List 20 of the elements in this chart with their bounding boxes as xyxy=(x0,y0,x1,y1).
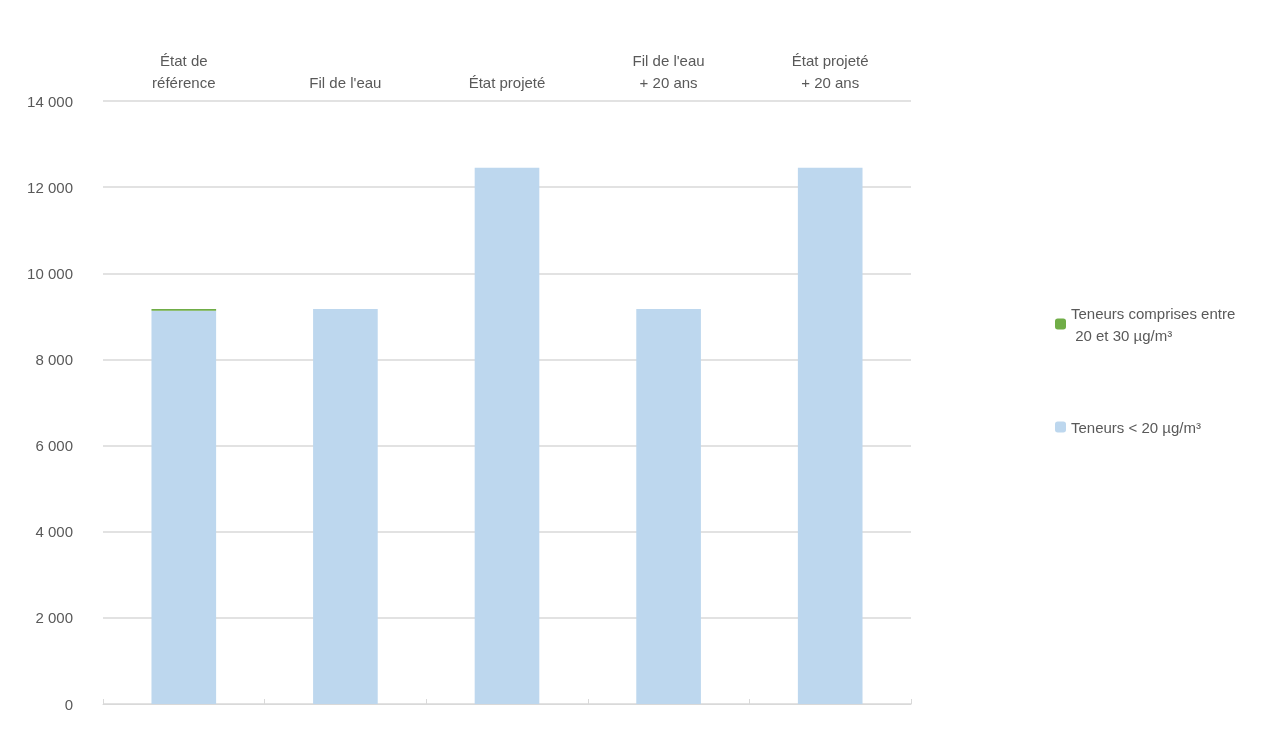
y-tick-label: 0 xyxy=(64,695,73,713)
x-tick-label: Fil de l'eau xyxy=(309,73,382,91)
x-tick-label: État projeté xyxy=(468,73,546,91)
bar xyxy=(636,309,701,704)
x-tick-label: Fil de l'eau + 20 ans xyxy=(632,51,705,91)
bar xyxy=(474,167,540,704)
legend-label: Teneurs < 20 µg/m³ xyxy=(1071,418,1201,436)
x-tick-label: État de référence xyxy=(152,51,216,91)
x-tick-label: État projeté + 20 ans xyxy=(791,51,869,91)
y-tick-label: 2 000 xyxy=(35,609,73,627)
y-tick-label: 10 000 xyxy=(27,264,73,282)
legend-label: Teneurs comprises entre 20 et 30 µg/m³ xyxy=(1071,304,1236,344)
bar xyxy=(797,167,863,704)
y-tick-label: 8 000 xyxy=(35,350,73,368)
bar xyxy=(313,309,378,704)
y-tick-label: 4 000 xyxy=(35,523,73,541)
y-tick-label: 12 000 xyxy=(27,178,73,196)
y-tick-label: 14 000 xyxy=(27,92,73,110)
y-tick-label: 6 000 xyxy=(35,437,73,455)
bar xyxy=(151,310,217,704)
